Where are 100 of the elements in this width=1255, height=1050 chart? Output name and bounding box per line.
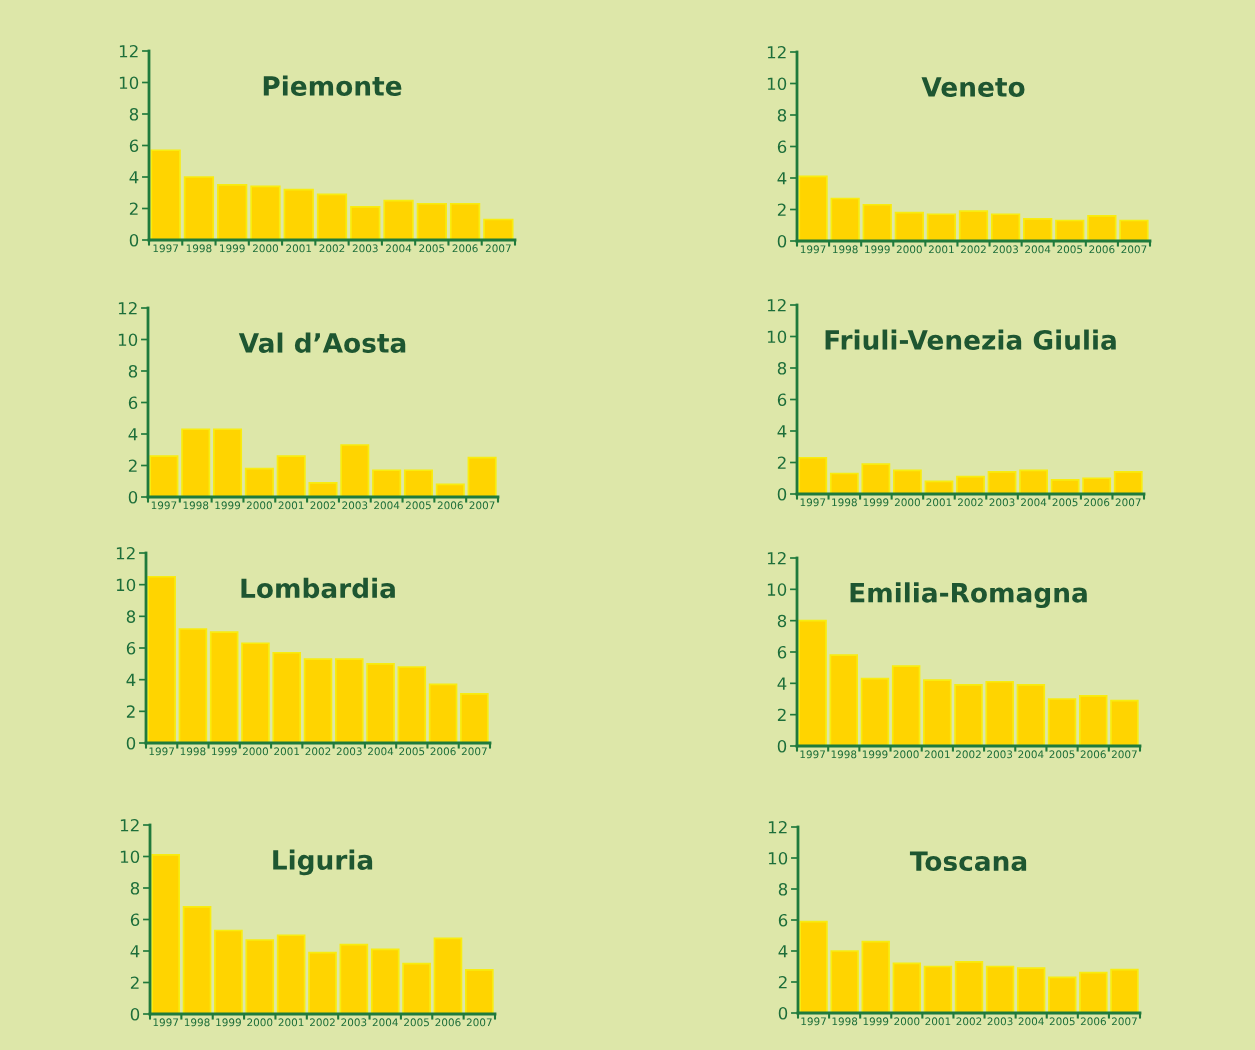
bar [467,456,497,497]
x-tick-label: 2004 [372,1018,398,1027]
x-tick-label: 2005 [405,501,431,510]
text: Friuli-Venezia Giulia [825,329,1116,350]
x-tick-label: 2001 [926,498,952,507]
y-tick-label: 12 [767,551,786,565]
x-tick-label: 2004 [368,747,394,756]
text: Lombardia [241,577,395,599]
x-tick-label: 2005 [1049,750,1075,759]
bar [798,175,828,241]
bar [861,940,890,1013]
x-tick-label: 2003 [987,1017,1013,1026]
y-tick-label: 0 [129,233,139,247]
x-tick-label: 2007 [1121,245,1147,254]
x-tick-label: 1999 [862,750,888,759]
bar [861,463,891,494]
y-tick-label: 6 [126,641,136,655]
y-tick-label: 4 [777,425,787,438]
y-tick-label: 0 [777,739,787,753]
text: Toscana [909,851,1027,872]
y-tick-label: 6 [128,396,138,410]
x-tick-label: 2000 [896,245,922,254]
x-tick-label: 2000 [246,501,272,510]
x-tick-label: 2002 [310,501,336,510]
bar [283,188,314,240]
x-tick-label: 2004 [386,244,412,253]
bar [1048,976,1077,1013]
x-tick-label: 1998 [831,750,857,759]
bar [276,934,306,1014]
bar [987,471,1017,494]
bar [958,210,989,241]
bar [241,642,270,743]
y-tick-label: 10 [767,77,787,91]
x-tick-label: 2003 [987,750,1013,759]
text: Liguria [273,849,373,876]
x-tick-label: 1999 [863,498,889,507]
x-tick-label: 2006 [1080,1017,1106,1026]
x-tick-label: 2002 [310,1018,335,1027]
bar [383,199,414,240]
bar [178,628,208,743]
bar [923,965,953,1013]
x-tick-label: 1997 [801,1017,826,1026]
y-tick-label: 4 [778,945,788,958]
x-tick-label: 1998 [180,747,206,756]
x-tick-label: 1998 [833,245,858,254]
y-tick-label: 2 [777,456,786,469]
y-tick-label: 12 [767,45,786,59]
x-tick-label: 2000 [252,244,279,253]
x-tick-label: 2005 [1057,245,1083,254]
bar [276,455,306,497]
x-tick-label: 2000 [242,747,269,756]
bar [149,455,179,497]
text: Emilia-Romagna [850,582,1087,608]
bar [892,962,922,1013]
y-tick-label: 10 [767,330,787,344]
x-tick-label: 2003 [352,244,378,253]
bar [891,665,921,746]
y-tick-label: 12 [119,44,138,58]
bar [1113,471,1143,494]
bar [150,149,181,240]
x-tick-label: 2000 [894,1017,920,1026]
y-tick-label: 0 [778,1006,788,1020]
bar [1016,684,1046,746]
x-tick-label: 2001 [286,244,312,253]
bar [1047,698,1077,746]
x-tick-label: 1999 [863,1017,889,1026]
x-tick-label: 2001 [924,750,950,759]
y-tick-label: 8 [777,614,787,628]
x-tick-label: 1999 [212,747,237,756]
bar [433,937,463,1014]
y-tick-label: 2 [126,705,135,718]
bar [181,428,211,497]
bar [985,680,1014,746]
bar [460,693,489,743]
x-tick-label: 2000 [893,750,919,759]
bar [340,444,370,497]
y-tick-label: 6 [129,139,139,153]
y-tick-label: 10 [118,333,138,347]
x-tick-label: 2006 [1089,245,1115,254]
y-tick-label: 0 [128,490,138,504]
y-tick-label: 8 [778,882,788,896]
bar [183,176,215,240]
bar [798,619,827,746]
bar [416,202,447,240]
bar [209,631,239,743]
y-tick-label: 10 [120,850,140,864]
x-tick-label: 2001 [278,501,304,510]
y-tick-label: 0 [777,487,787,501]
x-tick-label: 2007 [466,1018,492,1027]
x-tick-label: 2005 [1052,498,1078,507]
y-tick-label: 4 [128,428,138,441]
x-tick-label: 2002 [958,498,983,507]
bar [894,211,924,241]
y-tick-label: 8 [126,610,136,623]
y-tick-label: 2 [129,202,138,215]
x-tick-label: 1997 [800,245,826,254]
x-tick-label: 2007 [485,244,511,253]
bar [151,854,181,1014]
bar [1110,968,1139,1013]
x-tick-label: 1999 [865,245,890,254]
